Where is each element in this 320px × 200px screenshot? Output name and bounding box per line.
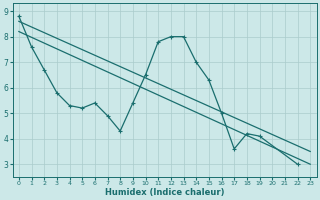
X-axis label: Humidex (Indice chaleur): Humidex (Indice chaleur) <box>105 188 224 197</box>
